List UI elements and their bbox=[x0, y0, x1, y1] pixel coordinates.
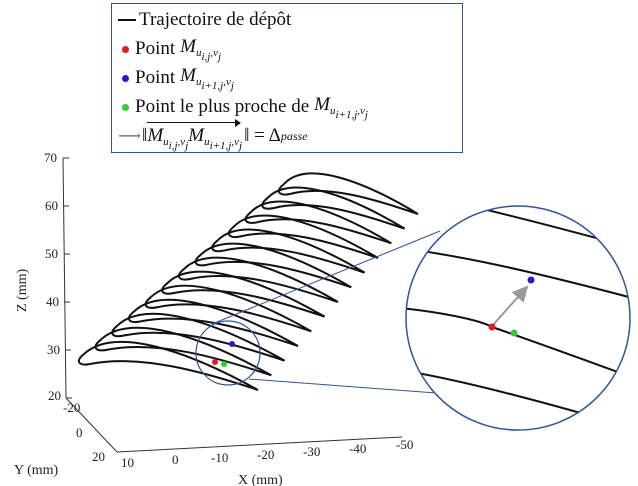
z-axis-line bbox=[62, 157, 67, 399]
x-tick-label: -30 bbox=[303, 444, 320, 459]
arrow-icon: ⟶ bbox=[118, 128, 141, 145]
y-tick-labels: -20 0 20 bbox=[63, 400, 105, 464]
legend-vector: Mui,j,vjMui+1,j,vj bbox=[147, 118, 242, 152]
zoom-view bbox=[405, 205, 631, 431]
main-red-point bbox=[212, 359, 218, 365]
legend-blue-point: Point Mui+1,j,vj bbox=[118, 64, 234, 92]
main-blue-point bbox=[229, 341, 235, 347]
trajectory-layer bbox=[111, 312, 286, 362]
legend-red-point: Point Mui,j,vj bbox=[118, 35, 222, 63]
trajectory-layer bbox=[161, 270, 326, 318]
zoom-curve bbox=[406, 307, 630, 381]
zoom-circle-fill bbox=[406, 206, 630, 430]
x-axis-line bbox=[116, 436, 403, 453]
norm-prefix: ‖ bbox=[142, 125, 148, 146]
z-tick-label: 60 bbox=[45, 198, 58, 213]
legend-green-point: Point le plus proche de Mui+1,j,vj bbox=[118, 93, 368, 121]
y-axis-line bbox=[65, 397, 118, 453]
blue-dot-icon bbox=[122, 74, 129, 82]
zoom-blue-point bbox=[527, 276, 535, 284]
zoom-source-circle bbox=[195, 320, 261, 386]
zoom-distance-arrow bbox=[491, 285, 529, 327]
trajectory-layer bbox=[244, 200, 392, 245]
x-tick-label: 0 bbox=[172, 452, 179, 467]
trajectory-layer bbox=[94, 326, 272, 377]
x-tick-labels: 10 0 -10 -20 -30 -40 -50 bbox=[121, 437, 413, 470]
z-tick-label: 70 bbox=[44, 150, 57, 165]
z-tick-label: 30 bbox=[47, 342, 60, 357]
x-tick-label: -20 bbox=[257, 447, 274, 462]
x-tick-label: 10 bbox=[121, 455, 134, 470]
main-green-point bbox=[221, 361, 227, 367]
legend-nearest-label: Point le plus proche de bbox=[135, 96, 310, 117]
trajectory-layer bbox=[177, 256, 339, 303]
green-dot-icon bbox=[122, 103, 129, 111]
y-tick-label: 0 bbox=[76, 425, 83, 440]
legend-trajectory-label: Trajectoire de dépôt bbox=[139, 9, 292, 30]
trajectory-layer bbox=[77, 341, 259, 391]
y-axis-title: Y (mm) bbox=[14, 463, 59, 478]
zoom-circle-border bbox=[405, 205, 631, 431]
norm-suffix: ‖ = Δ bbox=[244, 125, 281, 146]
trajectory-layer bbox=[144, 284, 312, 333]
trajectory-layer bbox=[227, 214, 379, 259]
legend-point-label: Point bbox=[135, 67, 176, 88]
y-tick-label: -20 bbox=[63, 400, 80, 415]
x-tick-label: -50 bbox=[396, 437, 413, 452]
trajectory-layer bbox=[261, 186, 406, 230]
trajectory-layer bbox=[194, 242, 352, 289]
z-ticks bbox=[63, 157, 72, 399]
z-tick-label: 50 bbox=[45, 246, 58, 261]
legend-m-i1j: Mui+1,j,vj bbox=[180, 64, 234, 92]
zoom-indicator bbox=[195, 230, 441, 394]
x-axis-title: X (mm) bbox=[238, 473, 283, 486]
delta-sub: passe bbox=[280, 128, 308, 143]
z-axis-title: Z (mm) bbox=[15, 269, 30, 312]
z-tick-label: 40 bbox=[46, 294, 59, 309]
z-tick-label: 20 bbox=[48, 388, 61, 403]
legend-trajectory: Trajectoire de dépôt bbox=[118, 7, 291, 33]
legend: Trajectoire de dépôt Point Mui,j,vj Poin… bbox=[111, 3, 463, 153]
trajectory-line-swatch bbox=[118, 19, 136, 21]
legend-point-label: Point bbox=[135, 38, 176, 59]
x-tick-label: -40 bbox=[349, 441, 366, 456]
trajectory-layer bbox=[211, 228, 366, 274]
y-tick-label: 20 bbox=[92, 449, 105, 464]
zoom-green-point bbox=[510, 329, 518, 337]
zoom-connector-top bbox=[211, 230, 441, 325]
zoom-connector-bottom bbox=[248, 378, 437, 394]
legend-m-i1j-near: Mui+1,j,vj bbox=[314, 93, 368, 121]
red-dot-icon bbox=[122, 45, 129, 53]
trajectory-layer bbox=[127, 298, 299, 347]
x-tick-label: -10 bbox=[211, 450, 228, 465]
zoom-red-point bbox=[488, 323, 496, 331]
deposition-trajectory bbox=[77, 172, 419, 391]
trajectory-layer bbox=[277, 172, 419, 215]
axes-frame bbox=[62, 157, 403, 453]
legend-m-ij: Mui,j,vj bbox=[180, 35, 222, 63]
z-tick-labels: 70 60 50 40 30 20 bbox=[44, 150, 61, 403]
